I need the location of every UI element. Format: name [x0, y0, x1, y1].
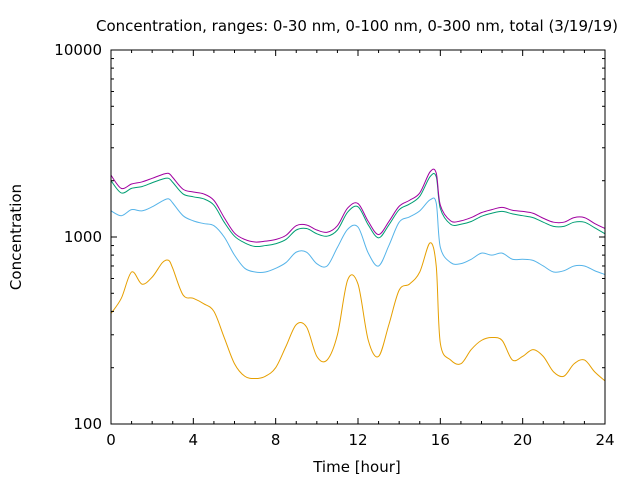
x-tick-label: 4: [189, 431, 199, 449]
x-axis-label: Time [hour]: [312, 458, 401, 476]
x-tick-label: 0: [106, 431, 116, 449]
series-line-4: [110, 168, 606, 243]
x-tick-label: 12: [348, 431, 367, 449]
x-tick-label: 16: [431, 431, 450, 449]
ticks-layer: 0 4 8 12 16 20 24 100 1000 10000: [54, 41, 614, 449]
series-line-1: [110, 242, 606, 382]
series-line-2: [110, 197, 606, 275]
series-layer: [110, 168, 606, 382]
plot-frame: [110, 49, 606, 425]
x-tick-label: 24: [595, 431, 614, 449]
chart-title: Concentration, ranges: 0-30 nm, 0-100 nm…: [96, 17, 618, 35]
x-tick-label: 20: [513, 431, 532, 449]
series-line-3: [110, 173, 606, 248]
y-tick-label: 1000: [64, 228, 102, 246]
y-tick-label: 100: [73, 415, 102, 433]
x-tick-label: 8: [271, 431, 281, 449]
y-tick-label: 10000: [54, 41, 102, 59]
y-axis-label: Concentration: [7, 184, 25, 290]
